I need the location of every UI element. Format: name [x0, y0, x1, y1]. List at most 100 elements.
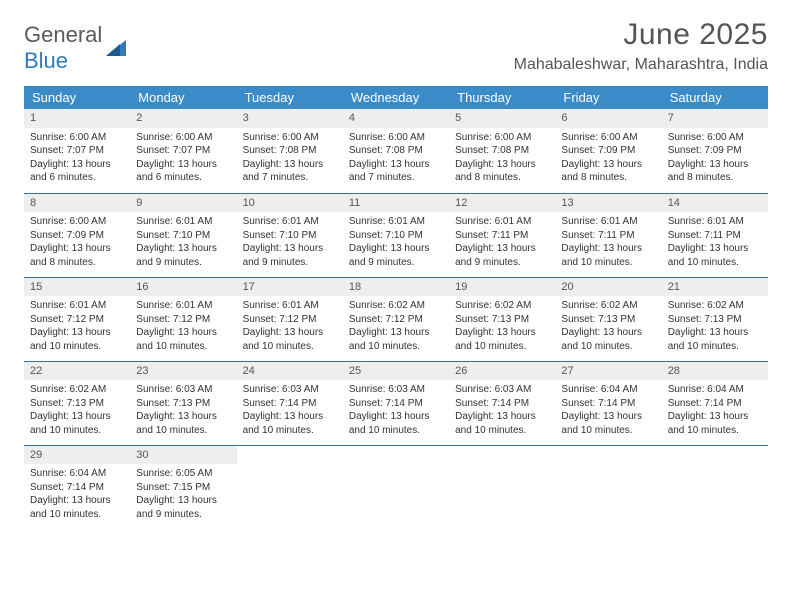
daylight-text: and 10 minutes.	[349, 424, 443, 438]
sunrise-text: Sunrise: 6:02 AM	[349, 299, 443, 313]
daylight-text: and 10 minutes.	[668, 424, 762, 438]
day-number: 18	[343, 278, 449, 297]
calendar-row: 22Sunrise: 6:02 AMSunset: 7:13 PMDayligh…	[24, 361, 768, 445]
sunrise-text: Sunrise: 6:00 AM	[30, 215, 124, 229]
sunset-text: Sunset: 7:12 PM	[349, 313, 443, 327]
calendar-cell: 20Sunrise: 6:02 AMSunset: 7:13 PMDayligh…	[555, 277, 661, 361]
day-number: 5	[449, 109, 555, 128]
sunset-text: Sunset: 7:09 PM	[30, 229, 124, 243]
daylight-text: and 8 minutes.	[561, 171, 655, 185]
calendar-cell: 13Sunrise: 6:01 AMSunset: 7:11 PMDayligh…	[555, 193, 661, 277]
logo-word-2: Blue	[24, 48, 68, 73]
calendar-cell: 2Sunrise: 6:00 AMSunset: 7:07 PMDaylight…	[130, 109, 236, 193]
day-number: 22	[24, 362, 130, 381]
sunrise-text: Sunrise: 6:01 AM	[561, 215, 655, 229]
calendar-cell: 23Sunrise: 6:03 AMSunset: 7:13 PMDayligh…	[130, 361, 236, 445]
sunrise-text: Sunrise: 6:03 AM	[243, 383, 337, 397]
day-number: 1	[24, 109, 130, 128]
calendar-cell: 10Sunrise: 6:01 AMSunset: 7:10 PMDayligh…	[237, 193, 343, 277]
day-data: Sunrise: 6:00 AMSunset: 7:09 PMDaylight:…	[555, 128, 661, 191]
calendar-cell: 3Sunrise: 6:00 AMSunset: 7:08 PMDaylight…	[237, 109, 343, 193]
sunrise-text: Sunrise: 6:01 AM	[136, 299, 230, 313]
daylight-text: Daylight: 13 hours	[349, 410, 443, 424]
daylight-text: and 10 minutes.	[668, 340, 762, 354]
day-data: Sunrise: 6:01 AMSunset: 7:12 PMDaylight:…	[130, 296, 236, 359]
day-data: Sunrise: 6:01 AMSunset: 7:10 PMDaylight:…	[237, 212, 343, 275]
day-number: 28	[662, 362, 768, 381]
sunrise-text: Sunrise: 6:01 AM	[30, 299, 124, 313]
day-number: 4	[343, 109, 449, 128]
day-number: 24	[237, 362, 343, 381]
daylight-text: and 10 minutes.	[30, 424, 124, 438]
daylight-text: Daylight: 13 hours	[668, 326, 762, 340]
sunrise-text: Sunrise: 6:01 AM	[668, 215, 762, 229]
day-number: 10	[237, 194, 343, 213]
daylight-text: Daylight: 13 hours	[136, 326, 230, 340]
day-data: Sunrise: 6:02 AMSunset: 7:13 PMDaylight:…	[662, 296, 768, 359]
sunset-text: Sunset: 7:12 PM	[243, 313, 337, 327]
daylight-text: Daylight: 13 hours	[455, 158, 549, 172]
day-data: Sunrise: 6:00 AMSunset: 7:08 PMDaylight:…	[237, 128, 343, 191]
calendar-cell: 29Sunrise: 6:04 AMSunset: 7:14 PMDayligh…	[24, 445, 130, 529]
day-data: Sunrise: 6:01 AMSunset: 7:11 PMDaylight:…	[449, 212, 555, 275]
calendar-cell	[662, 445, 768, 529]
sunset-text: Sunset: 7:08 PM	[455, 144, 549, 158]
day-number: 2	[130, 109, 236, 128]
calendar-cell	[237, 445, 343, 529]
calendar-cell: 7Sunrise: 6:00 AMSunset: 7:09 PMDaylight…	[662, 109, 768, 193]
day-number: 6	[555, 109, 661, 128]
day-data: Sunrise: 6:04 AMSunset: 7:14 PMDaylight:…	[24, 464, 130, 527]
calendar-cell: 26Sunrise: 6:03 AMSunset: 7:14 PMDayligh…	[449, 361, 555, 445]
sunrise-text: Sunrise: 6:01 AM	[455, 215, 549, 229]
weekday-header: Monday	[130, 86, 236, 109]
daylight-text: Daylight: 13 hours	[455, 242, 549, 256]
calendar-cell	[343, 445, 449, 529]
sunset-text: Sunset: 7:14 PM	[668, 397, 762, 411]
daylight-text: and 10 minutes.	[349, 340, 443, 354]
daylight-text: and 10 minutes.	[30, 508, 124, 522]
daylight-text: and 10 minutes.	[243, 424, 337, 438]
daylight-text: Daylight: 13 hours	[30, 158, 124, 172]
daylight-text: Daylight: 13 hours	[561, 242, 655, 256]
sunset-text: Sunset: 7:15 PM	[136, 481, 230, 495]
calendar-cell: 25Sunrise: 6:03 AMSunset: 7:14 PMDayligh…	[343, 361, 449, 445]
daylight-text: and 6 minutes.	[30, 171, 124, 185]
day-data: Sunrise: 6:01 AMSunset: 7:10 PMDaylight:…	[130, 212, 236, 275]
daylight-text: and 9 minutes.	[243, 256, 337, 270]
weekday-header: Wednesday	[343, 86, 449, 109]
sunrise-text: Sunrise: 6:04 AM	[668, 383, 762, 397]
daylight-text: Daylight: 13 hours	[243, 158, 337, 172]
daylight-text: and 10 minutes.	[455, 340, 549, 354]
day-data: Sunrise: 6:01 AMSunset: 7:10 PMDaylight:…	[343, 212, 449, 275]
sunrise-text: Sunrise: 6:03 AM	[349, 383, 443, 397]
logo-triangle-icon	[106, 40, 126, 56]
sunrise-text: Sunrise: 6:00 AM	[136, 131, 230, 145]
day-data: Sunrise: 6:00 AMSunset: 7:08 PMDaylight:…	[343, 128, 449, 191]
sunrise-text: Sunrise: 6:02 AM	[668, 299, 762, 313]
sunset-text: Sunset: 7:07 PM	[136, 144, 230, 158]
daylight-text: and 9 minutes.	[455, 256, 549, 270]
day-number: 11	[343, 194, 449, 213]
weekday-header: Friday	[555, 86, 661, 109]
day-data: Sunrise: 6:02 AMSunset: 7:13 PMDaylight:…	[24, 380, 130, 443]
day-data: Sunrise: 6:02 AMSunset: 7:13 PMDaylight:…	[449, 296, 555, 359]
sunset-text: Sunset: 7:13 PM	[30, 397, 124, 411]
sunrise-text: Sunrise: 6:04 AM	[30, 467, 124, 481]
sunset-text: Sunset: 7:13 PM	[668, 313, 762, 327]
sunset-text: Sunset: 7:14 PM	[455, 397, 549, 411]
sunset-text: Sunset: 7:08 PM	[243, 144, 337, 158]
calendar-cell: 28Sunrise: 6:04 AMSunset: 7:14 PMDayligh…	[662, 361, 768, 445]
calendar-cell: 21Sunrise: 6:02 AMSunset: 7:13 PMDayligh…	[662, 277, 768, 361]
sunset-text: Sunset: 7:11 PM	[455, 229, 549, 243]
daylight-text: and 10 minutes.	[668, 256, 762, 270]
day-number: 15	[24, 278, 130, 297]
calendar-cell: 11Sunrise: 6:01 AMSunset: 7:10 PMDayligh…	[343, 193, 449, 277]
daylight-text: Daylight: 13 hours	[668, 242, 762, 256]
weekday-header: Tuesday	[237, 86, 343, 109]
sunset-text: Sunset: 7:14 PM	[243, 397, 337, 411]
daylight-text: Daylight: 13 hours	[136, 242, 230, 256]
daylight-text: and 10 minutes.	[455, 424, 549, 438]
day-data: Sunrise: 6:04 AMSunset: 7:14 PMDaylight:…	[662, 380, 768, 443]
sunrise-text: Sunrise: 6:00 AM	[668, 131, 762, 145]
day-number: 26	[449, 362, 555, 381]
